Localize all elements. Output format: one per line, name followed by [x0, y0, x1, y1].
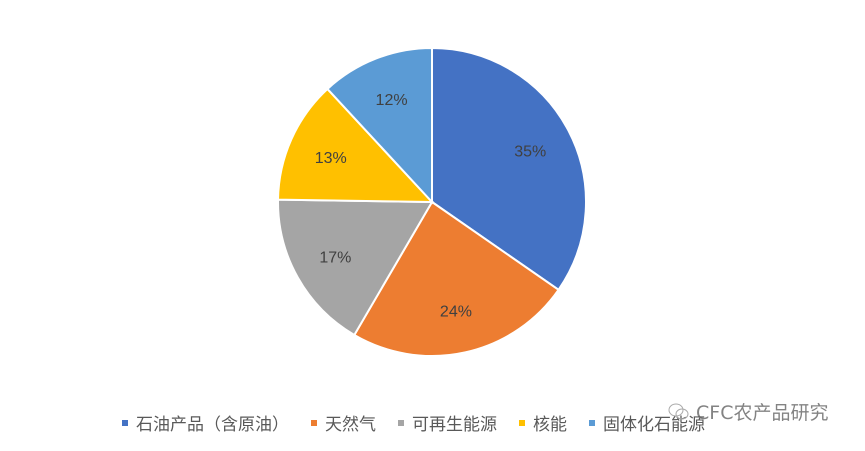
legend-label: 可再生能源 [412, 415, 497, 435]
pie-chart: 35% 24% 17% 13% 12% [277, 46, 587, 357]
legend-label: 固体化石能源 [603, 415, 705, 435]
legend-swatch [398, 419, 404, 426]
pie-slice [326, 46, 433, 205]
legend-label: 天然气 [325, 415, 376, 435]
legend-label: 核能 [533, 415, 567, 435]
legend-item: 石油产品（含原油） [122, 410, 289, 435]
legend-swatch [122, 419, 128, 426]
data-label: 13% [315, 150, 347, 167]
wechat-icon [668, 403, 689, 419]
legend-swatch [519, 419, 525, 426]
legend: 石油产品（含原油） 天然气 可再生能源 核能 固体化石能源 [122, 410, 727, 435]
legend-item: 可再生能源 [398, 410, 497, 435]
watermark: CFC农产品研究 [668, 398, 828, 425]
data-label: 12% [376, 92, 408, 109]
data-label: 35% [514, 144, 546, 161]
legend-label: 石油产品（含原油） [136, 415, 289, 435]
data-label: 24% [440, 303, 472, 320]
pie-slice [277, 87, 435, 204]
legend-item: 固体化石能源 [589, 410, 705, 435]
legend-swatch [311, 419, 317, 426]
legend-swatch [589, 419, 595, 426]
watermark-text: CFC农产品研究 [696, 402, 829, 424]
pie-slice [352, 200, 560, 357]
pie-slice [277, 198, 434, 337]
legend-item: 天然气 [311, 410, 376, 435]
legend-item: 核能 [519, 410, 567, 435]
data-label: 17% [319, 249, 351, 266]
pie-slice [431, 46, 587, 292]
